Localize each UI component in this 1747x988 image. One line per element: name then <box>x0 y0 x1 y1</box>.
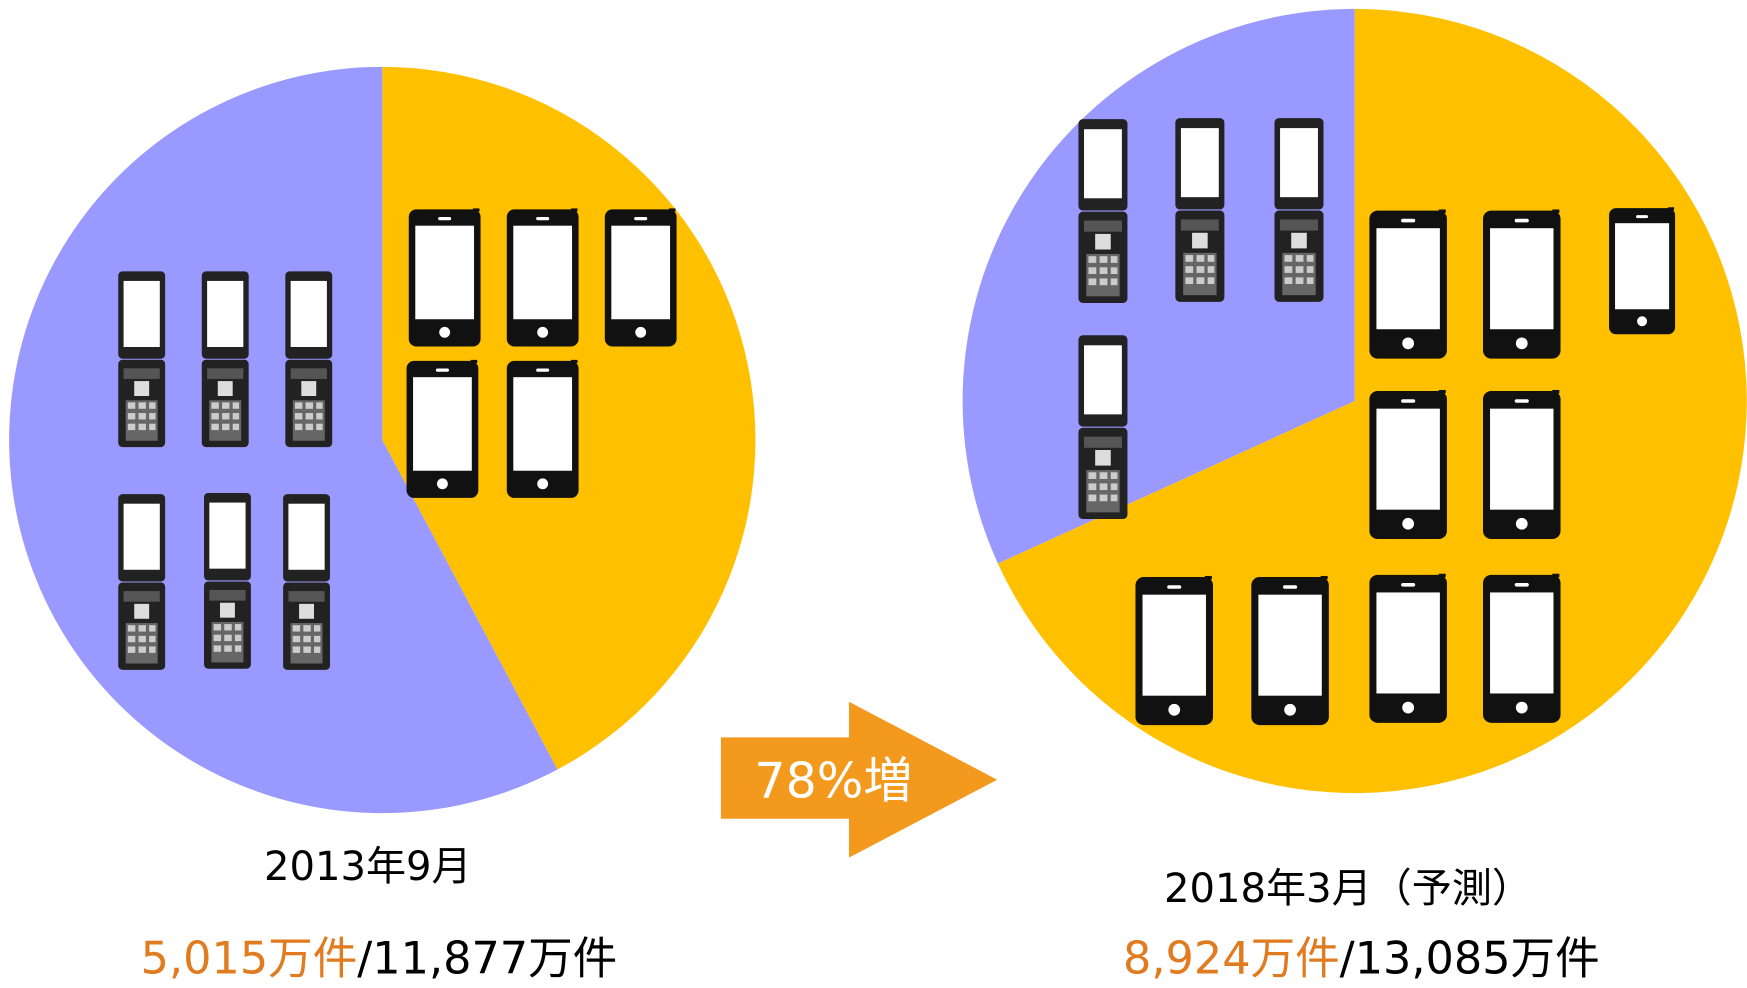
arrow-label: 78%増 <box>754 753 912 810</box>
pie-title: 2013年9月 <box>264 844 472 890</box>
smartphone-icon <box>1483 390 1561 539</box>
smartphone-count: 5,015万件 <box>141 933 358 985</box>
smartphone-icon <box>1483 574 1561 723</box>
smartphone-icon <box>1609 207 1675 334</box>
smartphone-icon <box>409 208 481 346</box>
smartphone-icon <box>1369 390 1447 539</box>
smartphone-icon <box>507 360 579 498</box>
pie-caption: 5,015万件/11,877万件 <box>141 933 618 985</box>
smartphone-icon <box>1369 209 1447 358</box>
smartphone-icon <box>507 208 579 346</box>
page: 78%増 2013年9月 5,015万件/11,877万件 2018年3月（予測… <box>0 0 1747 988</box>
smartphone-icon <box>407 360 479 498</box>
pie-caption: 8,924万件/13,085万件 <box>1123 933 1600 985</box>
smartphone-icon <box>1135 576 1213 725</box>
chart: 78%増 2013年9月 5,015万件/11,877万件 2018年3月（予測… <box>0 0 1747 988</box>
total-count: /13,085万件 <box>1340 933 1600 985</box>
smartphone-icon <box>1483 209 1561 358</box>
total-count: /11,877万件 <box>357 933 617 985</box>
smartphone-icon <box>1369 574 1447 723</box>
smartphone-icon <box>605 208 677 346</box>
pie-title: 2018年3月（予測） <box>1164 866 1532 912</box>
smartphone-count: 8,924万件 <box>1123 933 1340 985</box>
smartphone-icon <box>1251 576 1329 725</box>
arrow: 78%増 <box>721 702 997 858</box>
